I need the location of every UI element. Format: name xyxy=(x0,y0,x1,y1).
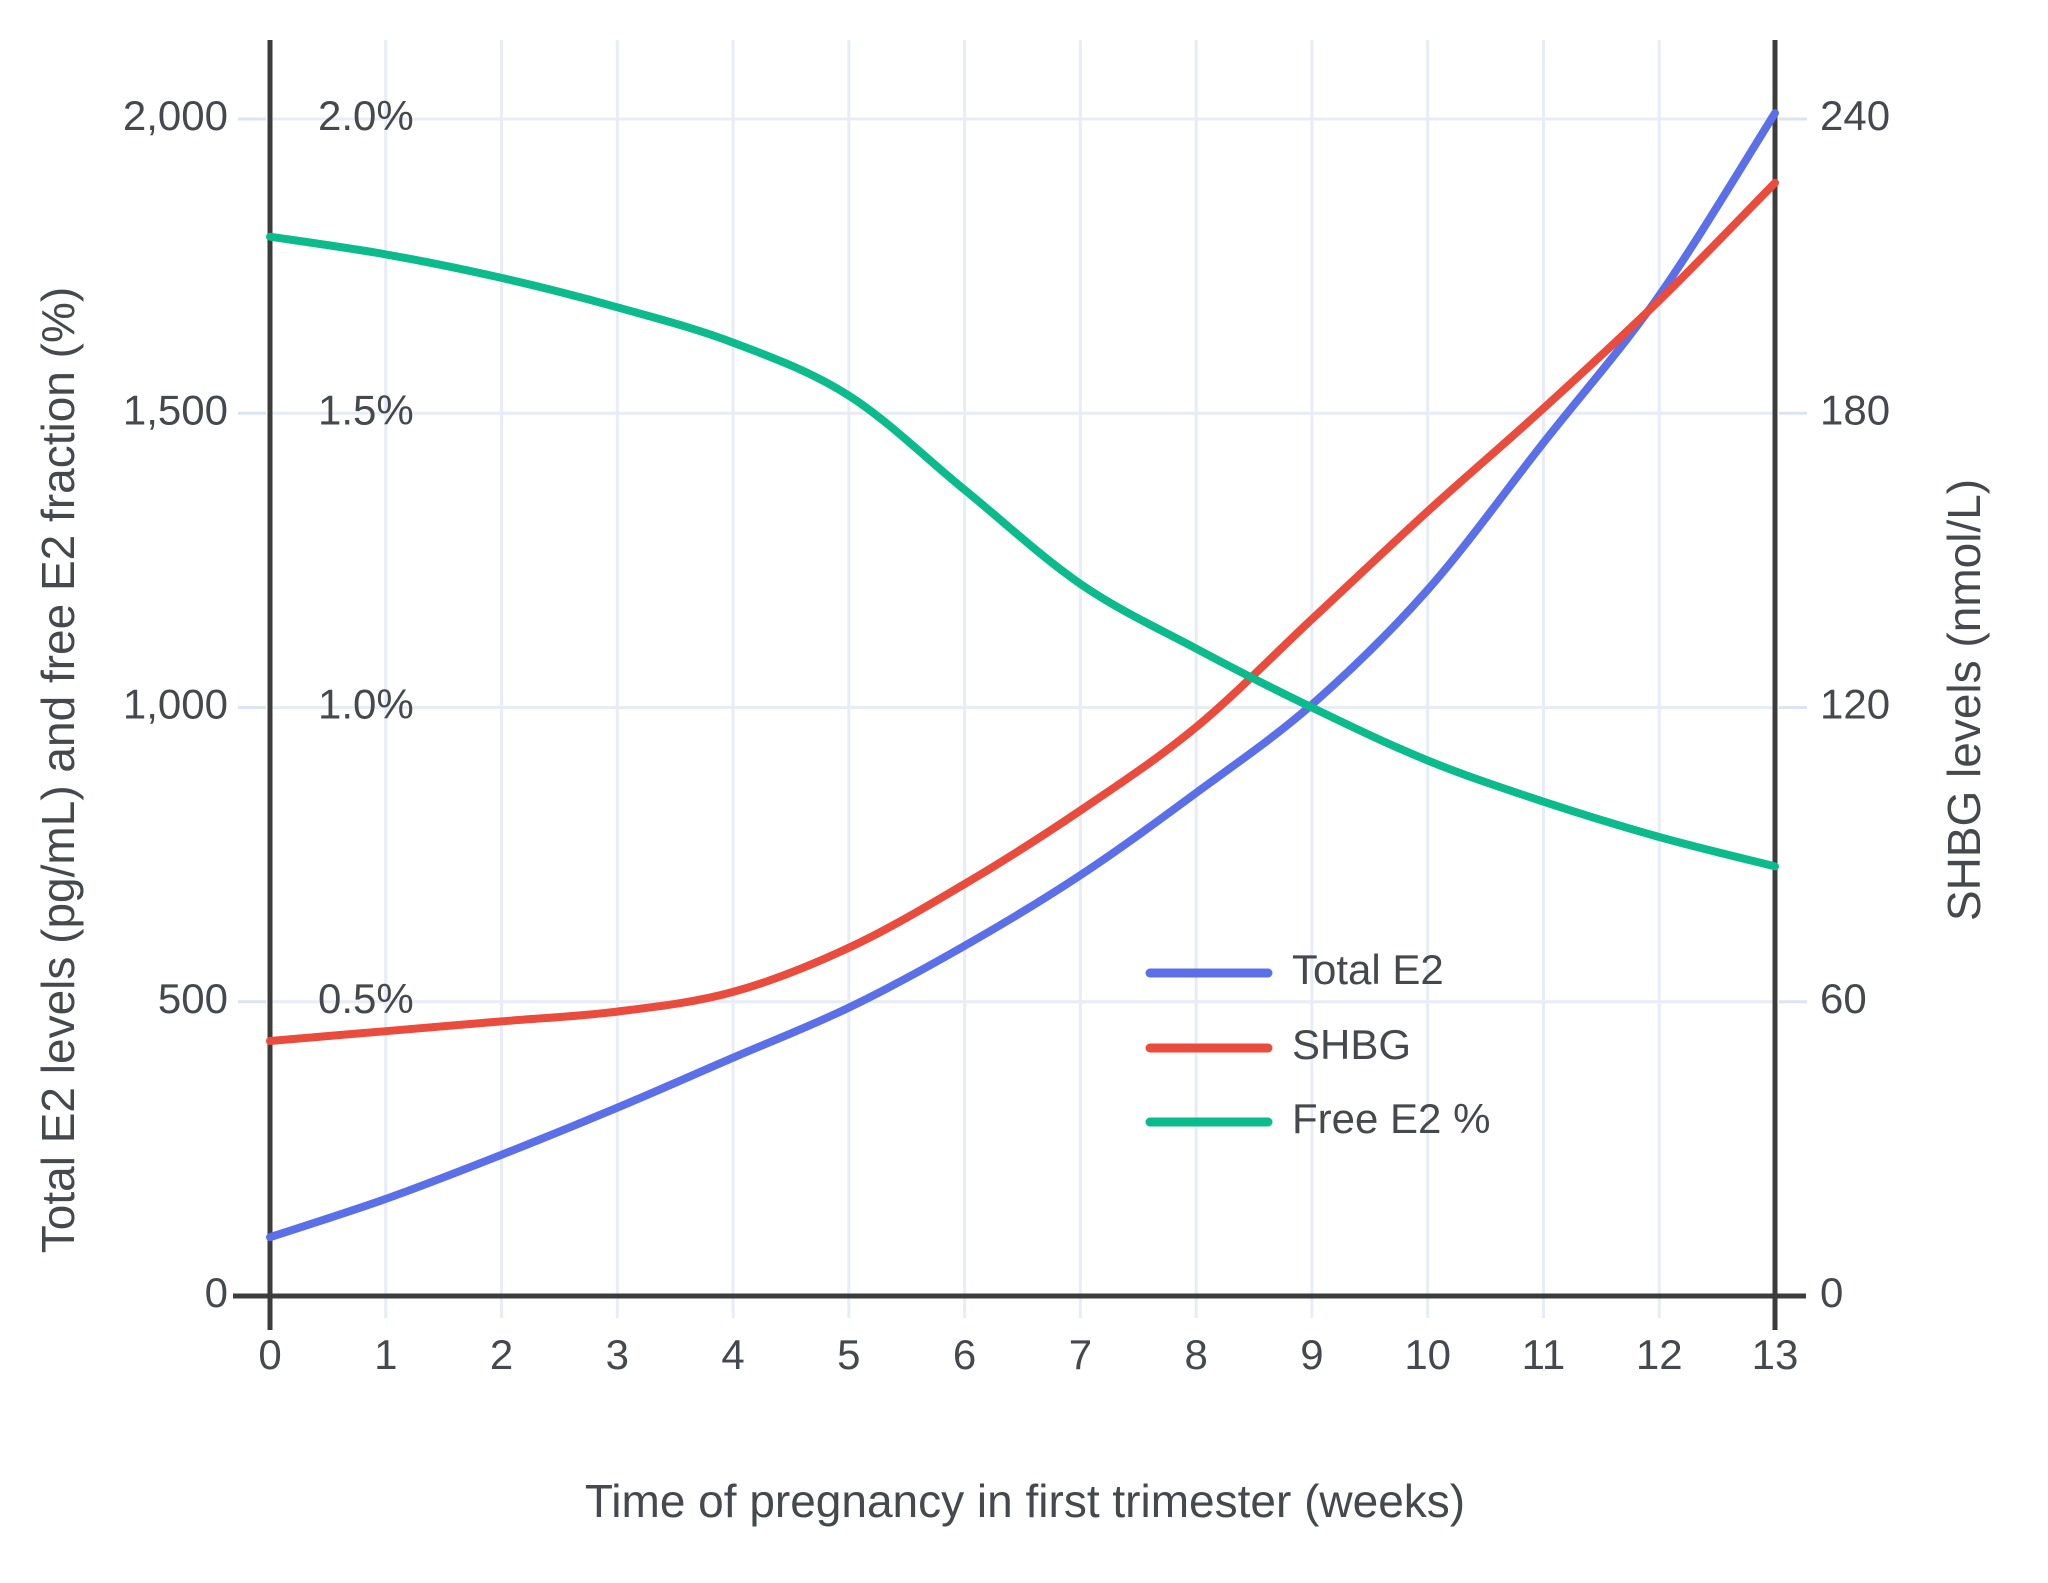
x-axis-tick-label: 3 xyxy=(606,1331,629,1378)
x-axis-tick-label: 8 xyxy=(1184,1331,1207,1378)
gridlines xyxy=(238,40,1807,1318)
x-axis-tick-label: 1 xyxy=(374,1331,397,1378)
x-axis-tick-label: 10 xyxy=(1404,1331,1451,1378)
percent-tick-label: 2.0% xyxy=(318,92,414,139)
free-e2-line xyxy=(266,232,1779,871)
percent-tick-label: 1.0% xyxy=(318,681,414,728)
legend-item-label: Total E2 xyxy=(1292,946,1444,993)
axes xyxy=(233,40,1806,1330)
shbg-line xyxy=(266,178,1779,1045)
legend: Total E2 SHBG Free E2 % xyxy=(1145,946,1490,1142)
x-axis-tick-label: 2 xyxy=(490,1331,513,1378)
legend-item: Total E2 xyxy=(1145,946,1444,993)
left-axis-tick-label: 1,500 xyxy=(123,386,228,433)
legend-item: Free E2 % xyxy=(1145,1095,1490,1142)
legend-item: SHBG xyxy=(1145,1021,1411,1068)
x-axis-tick-label: 4 xyxy=(721,1331,744,1378)
right-axis-tick-label: 0 xyxy=(1820,1269,1843,1316)
x-axis-tick-label: 5 xyxy=(837,1331,860,1378)
right-y-axis-title: SHBG levels (nmol/L) xyxy=(1938,479,1990,921)
legend-item-label: Free E2 % xyxy=(1292,1095,1490,1142)
right-axis-tick-label: 60 xyxy=(1820,975,1867,1022)
total-e2-line xyxy=(266,109,1779,1242)
left-axis-tick-label: 500 xyxy=(158,975,228,1022)
percent-tick-label: 1.5% xyxy=(318,386,414,433)
x-axis-tick-label: 6 xyxy=(953,1331,976,1378)
tick-labels: 2,0001,5001,00050002.0%1.5%1.0%0.5%24018… xyxy=(123,92,1890,1378)
legend-item-label: SHBG xyxy=(1292,1021,1411,1068)
x-axis-tick-label: 12 xyxy=(1636,1331,1683,1378)
left-axis-tick-label: 0 xyxy=(205,1269,228,1316)
percent-tick-label: 0.5% xyxy=(318,975,414,1022)
right-axis-tick-label: 180 xyxy=(1820,386,1890,433)
data-series xyxy=(266,109,1779,1242)
x-axis-tick-label: 0 xyxy=(258,1331,281,1378)
x-axis-tick-label: 11 xyxy=(1522,1331,1566,1378)
left-axis-tick-label: 1,000 xyxy=(123,681,228,728)
right-axis-tick-label: 120 xyxy=(1820,681,1890,728)
x-axis-tick-label: 9 xyxy=(1300,1331,1323,1378)
x-axis-tick-label: 7 xyxy=(1069,1331,1092,1378)
left-axis-tick-label: 2,000 xyxy=(123,92,228,139)
x-axis-tick-label: 13 xyxy=(1752,1331,1799,1378)
left-y-axis-title: Total E2 levels (pg/mL) and free E2 frac… xyxy=(32,287,84,1253)
right-axis-tick-label: 240 xyxy=(1820,92,1890,139)
x-axis-title: Time of pregnancy in first trimester (we… xyxy=(585,1475,1465,1527)
